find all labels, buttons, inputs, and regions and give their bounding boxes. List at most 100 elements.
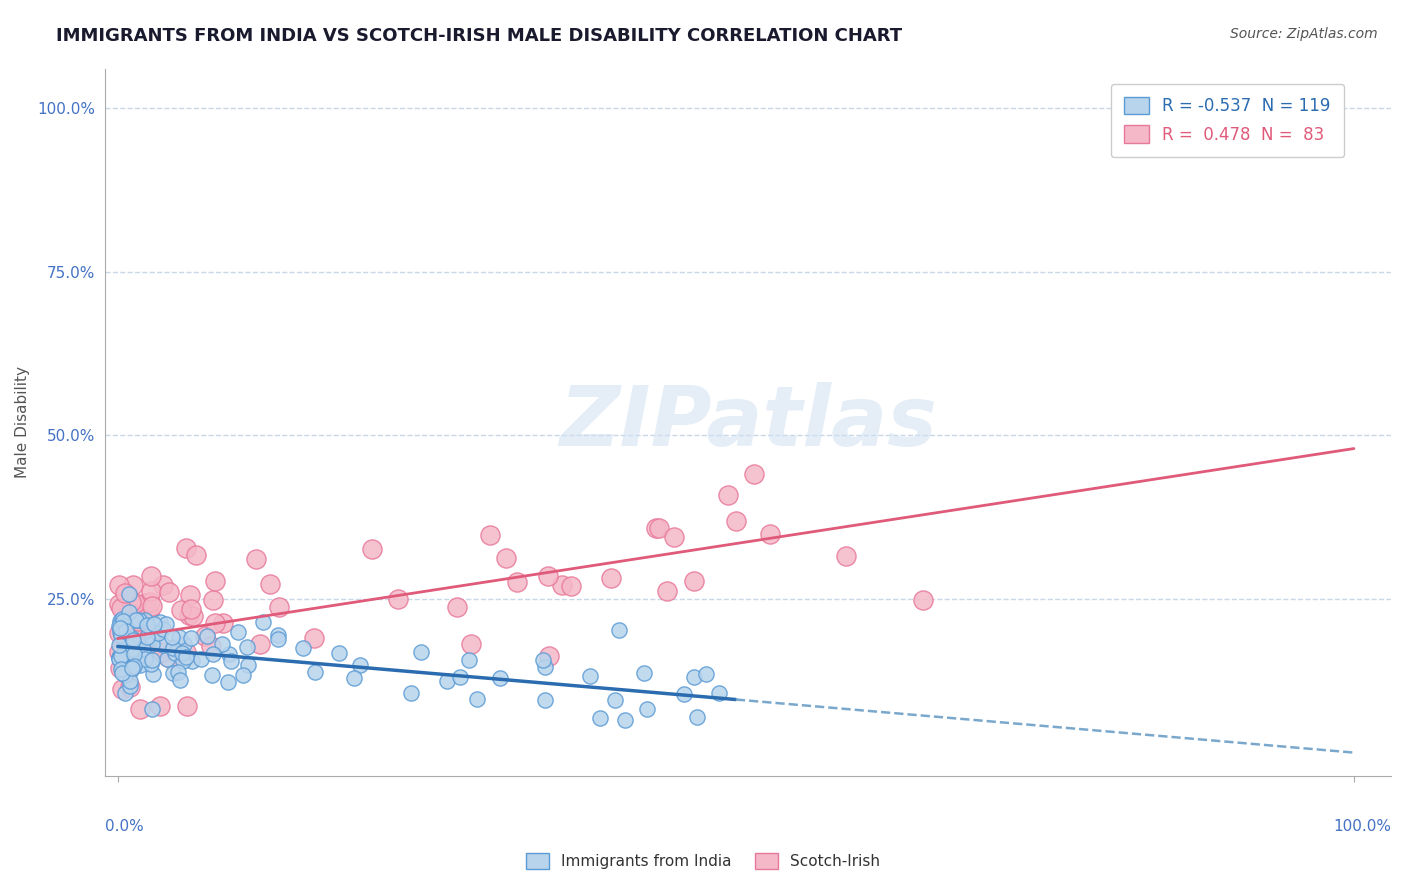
Point — [115, 632, 138, 646]
Point — [304, 665, 326, 679]
Point — [682, 670, 704, 684]
Point — [467, 691, 489, 706]
Text: Source: ZipAtlas.com: Source: ZipAtlas.com — [1230, 27, 1378, 41]
Point — [211, 636, 233, 650]
Point — [179, 607, 201, 622]
Point — [110, 649, 132, 664]
Point — [118, 606, 141, 620]
Point — [115, 646, 138, 660]
Point — [120, 680, 142, 694]
Point — [121, 633, 143, 648]
Point — [121, 657, 143, 671]
Point — [110, 662, 132, 676]
Point — [132, 641, 155, 656]
Point — [108, 650, 131, 665]
Point — [551, 578, 574, 592]
Point — [533, 660, 555, 674]
Point — [134, 613, 156, 627]
Point — [146, 625, 169, 640]
Point — [458, 653, 481, 667]
Point — [267, 628, 290, 642]
Point — [506, 575, 529, 590]
Point — [143, 648, 166, 663]
Point — [633, 665, 655, 680]
Point — [912, 593, 935, 607]
Point — [111, 661, 134, 675]
Point — [139, 657, 162, 671]
Point — [108, 614, 131, 628]
Point — [835, 549, 858, 563]
Point — [236, 658, 259, 673]
Point — [673, 687, 696, 701]
Text: IMMIGRANTS FROM INDIA VS SCOTCH-IRISH MALE DISABILITY CORRELATION CHART: IMMIGRANTS FROM INDIA VS SCOTCH-IRISH MA… — [56, 27, 903, 45]
Point — [399, 685, 422, 699]
Point — [232, 668, 254, 682]
Point — [135, 618, 157, 632]
Point — [132, 640, 155, 655]
Point — [291, 641, 314, 656]
Point — [108, 619, 131, 633]
Point — [449, 670, 471, 684]
Point — [162, 640, 184, 655]
Point — [120, 663, 142, 677]
Point — [607, 624, 630, 638]
Point — [343, 671, 366, 685]
Point — [120, 640, 142, 655]
Point — [200, 640, 222, 654]
Point — [142, 667, 165, 681]
Point — [172, 646, 194, 660]
Point — [204, 574, 226, 589]
Point — [460, 637, 482, 651]
Point — [725, 514, 748, 528]
Point — [110, 682, 132, 697]
Point — [114, 637, 136, 651]
Point — [108, 621, 131, 635]
Point — [537, 648, 560, 663]
Point — [138, 595, 160, 609]
Point — [758, 526, 780, 541]
Point — [172, 654, 194, 668]
Point — [150, 645, 173, 659]
Point — [145, 643, 167, 657]
Point — [124, 629, 146, 643]
Point — [108, 652, 131, 666]
Point — [212, 616, 235, 631]
Point — [108, 661, 131, 675]
Point — [181, 609, 204, 624]
Point — [648, 521, 671, 535]
Point — [217, 675, 239, 690]
Point — [141, 599, 163, 614]
Point — [114, 630, 136, 644]
Point — [686, 710, 709, 724]
Point — [176, 541, 198, 556]
Point — [636, 702, 658, 716]
Point — [328, 646, 350, 660]
Point — [184, 548, 207, 562]
Point — [124, 596, 146, 610]
Point — [166, 665, 188, 679]
Point — [613, 714, 636, 728]
Point — [176, 698, 198, 713]
Point — [128, 643, 150, 657]
Point — [495, 551, 517, 566]
Point — [149, 698, 172, 713]
Point — [134, 651, 156, 665]
Point — [127, 615, 149, 629]
Point — [579, 668, 602, 682]
Point — [149, 615, 172, 629]
Point — [125, 614, 148, 628]
Point — [167, 630, 190, 644]
Point — [152, 577, 174, 591]
Point — [141, 568, 163, 582]
Point — [125, 609, 148, 624]
Legend: R = -0.537  N = 119, R =  0.478  N =  83: R = -0.537 N = 119, R = 0.478 N = 83 — [1111, 84, 1344, 157]
Point — [169, 673, 191, 687]
Point — [129, 702, 152, 716]
Point — [121, 578, 143, 592]
Point — [121, 642, 143, 657]
Point — [180, 601, 202, 615]
Point — [141, 648, 163, 662]
Point — [174, 649, 197, 664]
Point — [117, 661, 139, 675]
Point — [252, 615, 274, 630]
